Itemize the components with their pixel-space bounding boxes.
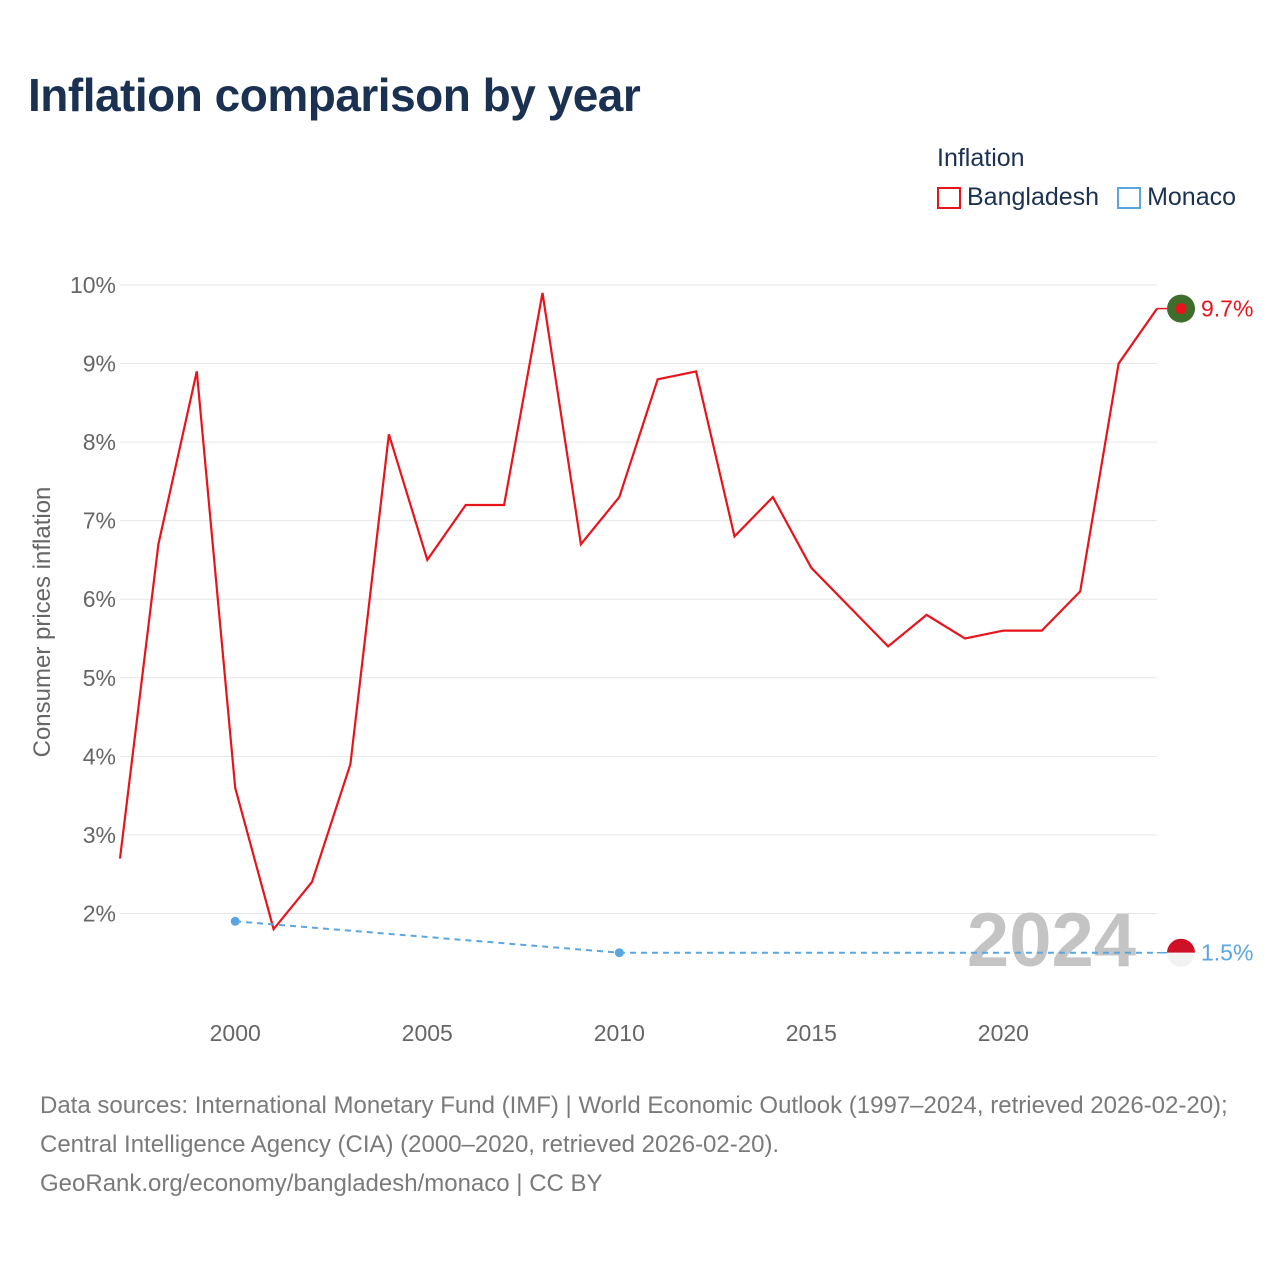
y-tick-label-7: 7% bbox=[83, 508, 116, 534]
legend-label-bangladesh: Bangladesh bbox=[967, 183, 1100, 211]
flag-icon-bangladesh-disc bbox=[1175, 303, 1187, 315]
attribution-text[interactable]: GeoRank.org/economy/bangladesh/monaco | … bbox=[40, 1170, 603, 1197]
y-tick-label-8: 8% bbox=[83, 429, 116, 455]
x-tick-label-2020: 2020 bbox=[978, 1020, 1029, 1046]
y-tick-label-9: 9% bbox=[83, 351, 116, 377]
flag-icon-monaco bbox=[1167, 938, 1195, 967]
end-value-label-bangladesh: 9.7% bbox=[1201, 296, 1253, 322]
x-tick-label-2005: 2005 bbox=[402, 1020, 453, 1046]
y-tick-label-2: 2% bbox=[83, 900, 116, 926]
y-tick-label-4: 4% bbox=[83, 743, 116, 769]
flag-monaco-white-half bbox=[1167, 952, 1195, 967]
page-title: Inflation comparison by year bbox=[28, 69, 641, 121]
legend-item-monaco[interactable]: Monaco bbox=[1117, 183, 1236, 212]
x-tick-label-2015: 2015 bbox=[786, 1020, 837, 1046]
y-tick-label-5: 5% bbox=[83, 665, 116, 691]
line-chart: 2%3%4%5%6%7%8%9%10%2000 2005 2010 2015 2020 … bbox=[29, 272, 1253, 1046]
flag-monaco-red-half bbox=[1167, 938, 1195, 953]
legend-label-monaco: Monaco bbox=[1147, 183, 1237, 211]
y-tick-label-3: 3% bbox=[83, 822, 116, 848]
legend-swatch-monaco bbox=[1117, 186, 1142, 209]
legend-swatch-bangladesh bbox=[937, 186, 961, 209]
data-point-monaco-2010 bbox=[614, 948, 624, 958]
series-line-bangladesh bbox=[118, 292, 1158, 932]
source-note: Data sources: International Monetary Fun… bbox=[40, 1086, 1250, 1203]
data-point-monaco-2000 bbox=[230, 916, 240, 926]
x-tick-label-2010: 2010 bbox=[594, 1020, 645, 1046]
legend-title: Inflation bbox=[937, 144, 1025, 172]
year-watermark: 2024 bbox=[967, 898, 1136, 983]
y-axis-label: Consumer prices inflation bbox=[29, 487, 56, 758]
data-sources-text: Data sources: International Monetary Fun… bbox=[40, 1092, 1228, 1158]
y-tick-label-6: 6% bbox=[83, 586, 116, 612]
legend-item-bangladesh[interactable]: Bangladesh bbox=[937, 183, 1099, 212]
y-tick-label-10: 10% bbox=[70, 272, 116, 298]
end-value-label-monaco: 1.5% bbox=[1201, 940, 1253, 966]
legend: Inflation Bangladesh Monaco bbox=[937, 144, 1236, 212]
x-tick-label-2000: 2000 bbox=[210, 1020, 261, 1046]
